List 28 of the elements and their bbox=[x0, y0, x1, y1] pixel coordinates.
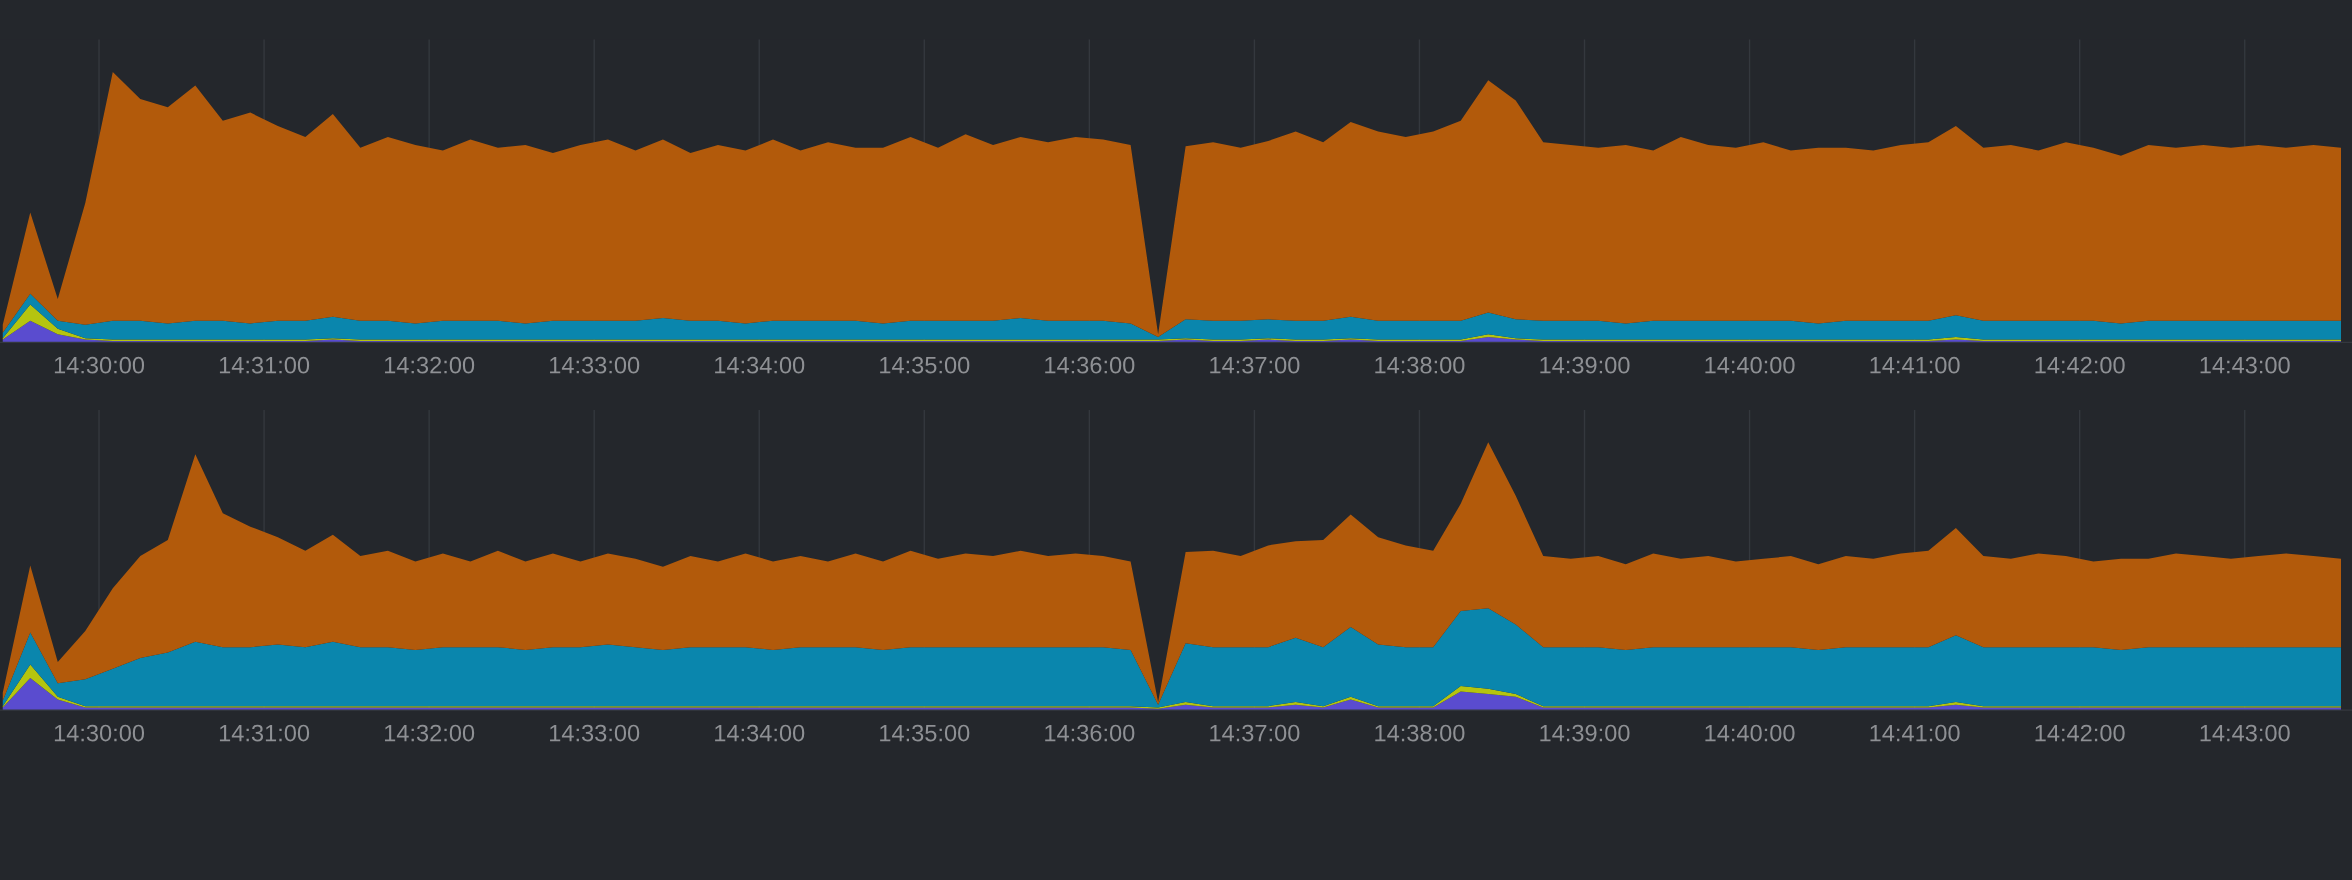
x-tick-label: 14:30:00 bbox=[54, 724, 145, 742]
x-tick-label: 14:43:00 bbox=[2200, 356, 2290, 374]
x-tick-label: 14:31:00 bbox=[219, 724, 310, 742]
x-tick-label: 14:39:00 bbox=[1540, 724, 1630, 742]
x-tick-label: 14:37:00 bbox=[1210, 356, 1300, 374]
x-tick-label: 14:38:00 bbox=[1375, 356, 1465, 374]
x-tick-label: 14:41:00 bbox=[1870, 356, 1960, 374]
x-tick-label: 14:36:00 bbox=[1045, 356, 1135, 374]
x-tick-label: 14:32:00 bbox=[384, 356, 475, 374]
x-tick-label: 14:30:00 bbox=[54, 356, 145, 374]
x-tick-label: 14:36:00 bbox=[1045, 724, 1135, 742]
x-tick-label: 14:32:00 bbox=[384, 724, 475, 742]
x-tick-label: 14:35:00 bbox=[880, 356, 970, 374]
x-tick-label: 14:31:00 bbox=[219, 356, 310, 374]
x-tick-label: 14:38:00 bbox=[1375, 724, 1465, 742]
x-tick-label: 14:43:00 bbox=[2200, 724, 2290, 742]
x-tick-label: 14:39:00 bbox=[1540, 356, 1630, 374]
x-tick-label: 14:41:00 bbox=[1870, 724, 1960, 742]
x-tick-label: 14:33:00 bbox=[550, 724, 640, 742]
x-tick-label: 14:34:00 bbox=[715, 724, 805, 742]
x-tick-label: 14:40:00 bbox=[1705, 356, 1795, 374]
x-tick-label: 14:42:00 bbox=[2035, 724, 2125, 742]
x-tick-label: 14:35:00 bbox=[880, 724, 970, 742]
x-tick-label: 14:34:00 bbox=[715, 356, 805, 374]
x-tick-label: 14:37:00 bbox=[1210, 724, 1300, 742]
x-tick-label: 14:40:00 bbox=[1705, 724, 1795, 742]
x-tick-label: 14:33:00 bbox=[550, 356, 640, 374]
x-tick-label: 14:42:00 bbox=[2035, 356, 2125, 374]
